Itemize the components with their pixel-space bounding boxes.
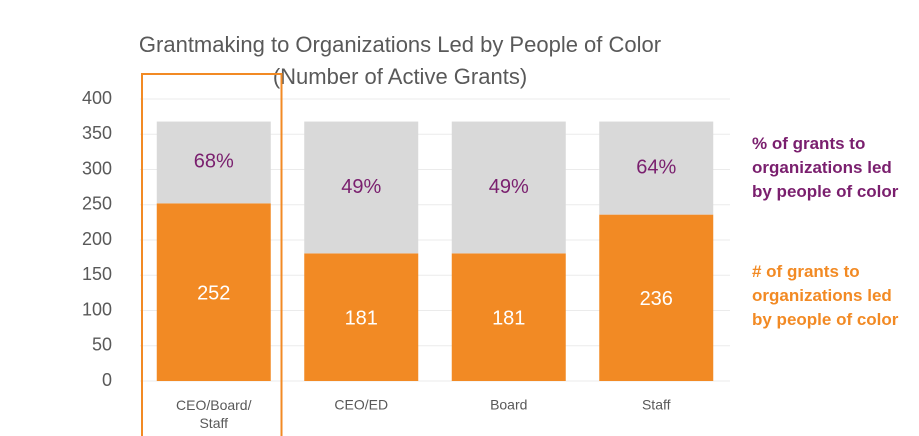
value-label: 181 xyxy=(345,307,378,329)
chart-title: Grantmaking to Organizations Led by Peop… xyxy=(139,32,661,57)
percent-label: 64% xyxy=(636,156,676,178)
legend-count: # of grants to organizations led by peop… xyxy=(752,262,899,329)
y-tick-label: 150 xyxy=(82,264,112,284)
percent-label: 49% xyxy=(489,176,529,198)
bar-segment xyxy=(599,214,714,381)
highlight-box xyxy=(141,73,283,436)
x-tick-label: CEO/ED xyxy=(334,397,388,413)
legend-percent: % of grants to organizations led by peop… xyxy=(752,134,899,201)
y-tick-label: 200 xyxy=(82,229,112,249)
bar-segment xyxy=(156,121,271,204)
y-tick-label: 100 xyxy=(82,299,112,319)
bar-segment xyxy=(599,121,714,215)
y-tick-label: 300 xyxy=(82,158,112,178)
bar-segment xyxy=(304,253,419,381)
chart-subtitle: (Number of Active Grants) xyxy=(273,64,527,89)
value-label: 181 xyxy=(492,307,525,329)
y-tick-label: 400 xyxy=(82,88,112,108)
y-tick-label: 350 xyxy=(82,123,112,143)
bar-segment xyxy=(304,121,419,254)
x-tick-label: Staff xyxy=(642,397,671,413)
value-label: 252 xyxy=(197,282,230,304)
percent-label: 49% xyxy=(341,176,381,198)
bar-segment xyxy=(451,253,566,381)
bar-segment xyxy=(156,203,271,381)
x-tick-label: CEO/Board/Staff xyxy=(176,397,252,431)
y-tick-label: 250 xyxy=(82,194,112,214)
x-tick-label: Board xyxy=(490,397,527,413)
percent-label: 68% xyxy=(194,151,234,173)
y-tick-label: 0 xyxy=(102,370,112,390)
y-tick-label: 50 xyxy=(92,335,112,355)
value-label: 236 xyxy=(640,288,673,310)
bar-segment xyxy=(451,121,566,254)
